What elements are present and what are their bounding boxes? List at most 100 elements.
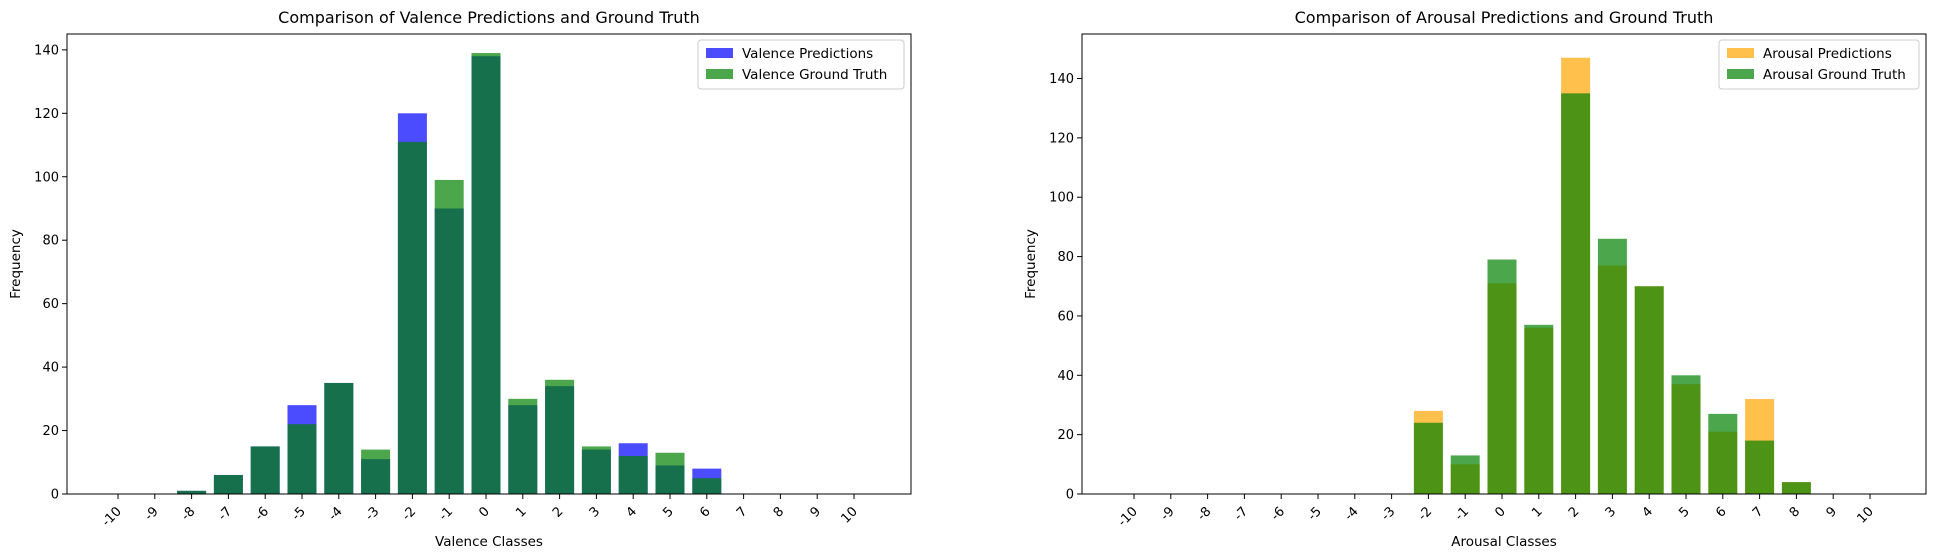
- legend: Valence Predictions Valence Ground Truth: [697, 39, 905, 90]
- y-tick-label: 100: [34, 170, 59, 185]
- x-tick-label: -6: [252, 504, 272, 524]
- x-tick-label: 5: [660, 504, 676, 520]
- x-tick-label: -8: [1195, 504, 1215, 524]
- x-tick-label: 0: [1492, 504, 1508, 520]
- y-tick-label: 100: [1049, 191, 1074, 206]
- bar-ground-truth--1: [1450, 455, 1480, 494]
- x-tick-label: 2: [550, 504, 566, 520]
- bar-ground-truth--6: [250, 446, 280, 494]
- y-tick-label: 40: [1057, 369, 1074, 384]
- bar-ground-truth-4: [1634, 286, 1664, 494]
- chart-title: Comparison of Arousal Predictions and Gr…: [1295, 8, 1714, 27]
- bar-ground-truth-3: [1597, 238, 1627, 494]
- x-tick-label: 10: [1855, 504, 1877, 526]
- x-tick-label: 10: [839, 504, 861, 526]
- legend-swatch: [706, 48, 733, 58]
- y-tick-label: 20: [1057, 428, 1074, 443]
- x-tick-label: 3: [1603, 504, 1619, 520]
- y-axis-label: Frequency: [8, 229, 24, 299]
- x-tick-label: -4: [326, 504, 346, 524]
- x-tick-label: 9: [808, 504, 824, 520]
- x-tick-label: 4: [624, 504, 640, 520]
- bar-ground-truth--8: [177, 490, 207, 494]
- x-tick-label: 8: [1787, 504, 1803, 520]
- y-tick-label: 0: [1066, 488, 1074, 503]
- x-tick-label: -9: [1158, 504, 1178, 524]
- x-tick-label: -9: [142, 504, 162, 524]
- series-1: [1413, 93, 1811, 495]
- y-tick-label: 120: [34, 107, 59, 122]
- x-tick-label: -3: [363, 504, 383, 524]
- legend-box: [697, 39, 905, 90]
- legend: Arousal Predictions Arousal Ground Truth: [1718, 39, 1920, 90]
- bar-ground-truth--1: [434, 179, 464, 494]
- x-axis-label: Valence Classes: [435, 534, 543, 550]
- bar-ground-truth-1: [508, 398, 538, 494]
- y-axis-label: Frequency: [1023, 229, 1039, 299]
- y-tick-label: 80: [42, 234, 59, 249]
- legend-box: [1718, 39, 1920, 90]
- x-tick-label: 6: [1713, 504, 1729, 520]
- bar-ground-truth-6: [1708, 413, 1738, 494]
- x-axis-label: Arousal Classes: [1451, 534, 1557, 550]
- legend-entry: Arousal Ground Truth: [1763, 67, 1906, 83]
- x-tick-label: -10: [99, 504, 125, 530]
- x-tick-label: -1: [1452, 504, 1472, 524]
- bar-ground-truth-6: [692, 478, 722, 494]
- x-tick-label: 1: [1529, 504, 1545, 520]
- y-tick-label: 80: [1057, 250, 1074, 265]
- x-tick-label: -10: [1115, 504, 1141, 530]
- legend-swatch: [1727, 69, 1754, 79]
- x-tick-label: -2: [1415, 504, 1435, 524]
- bar-ground-truth--7: [213, 474, 243, 494]
- bar-ground-truth-5: [655, 452, 685, 494]
- bar-ground-truth--4: [324, 382, 354, 494]
- x-tick-label: -7: [1231, 504, 1251, 524]
- series-1: [177, 53, 722, 495]
- x-tick-label: -5: [1305, 504, 1325, 524]
- y-tick-label: 140: [1049, 72, 1074, 87]
- bar-ground-truth-2: [545, 379, 575, 494]
- x-tick-label: 4: [1640, 504, 1656, 520]
- x-tick-label: -1: [436, 504, 456, 524]
- bar-ground-truth-0: [471, 53, 501, 494]
- y-tick-label: 120: [1049, 131, 1074, 146]
- bar-ground-truth-0: [1487, 259, 1517, 494]
- x-tick-label: 7: [1750, 504, 1766, 520]
- axes-frame: [1081, 33, 1927, 495]
- y-tick-label: 40: [42, 361, 59, 376]
- x-tick-label: -5: [289, 504, 309, 524]
- bar-ground-truth--2: [1413, 422, 1443, 494]
- x-tick-label: -2: [399, 504, 419, 524]
- x-tick-label: 3: [587, 504, 603, 520]
- x-tick-label: 1: [513, 504, 529, 520]
- y-tick-label: 20: [42, 424, 59, 439]
- x-tick-label: -6: [1268, 504, 1288, 524]
- x-tick-label: 2: [1566, 504, 1582, 520]
- chart-arousal: Comparison of Arousal Predictions and Gr…: [1023, 8, 1927, 550]
- x-tick-label: -7: [215, 504, 235, 524]
- y-tick-label: 60: [1057, 309, 1074, 324]
- legend-entry: Valence Predictions: [742, 46, 873, 62]
- x-tick-label: -3: [1379, 504, 1399, 524]
- legend-entry: Arousal Predictions: [1763, 46, 1892, 62]
- legend-entry: Valence Ground Truth: [742, 67, 887, 83]
- x-tick-label: 6: [697, 504, 713, 520]
- y-tick-label: 0: [51, 488, 59, 503]
- legend-swatch: [706, 69, 733, 79]
- legend-swatch: [1727, 48, 1754, 58]
- bar-ground-truth-1: [1524, 324, 1554, 494]
- chart-valence: Comparison of Valence Predictions and Gr…: [8, 8, 912, 550]
- bar-ground-truth--3: [361, 449, 391, 494]
- x-tick-label: 0: [476, 504, 492, 520]
- bar-ground-truth-5: [1671, 375, 1701, 494]
- x-tick-label: 7: [734, 504, 750, 520]
- bar-ground-truth-4: [618, 455, 648, 494]
- bar-ground-truth-7: [1745, 440, 1775, 494]
- x-tick-label: 8: [771, 504, 787, 520]
- x-tick-label: 9: [1824, 504, 1840, 520]
- chart-title: Comparison of Valence Predictions and Gr…: [278, 8, 700, 27]
- bar-ground-truth-8: [1781, 482, 1811, 494]
- axes-frame: [66, 33, 912, 495]
